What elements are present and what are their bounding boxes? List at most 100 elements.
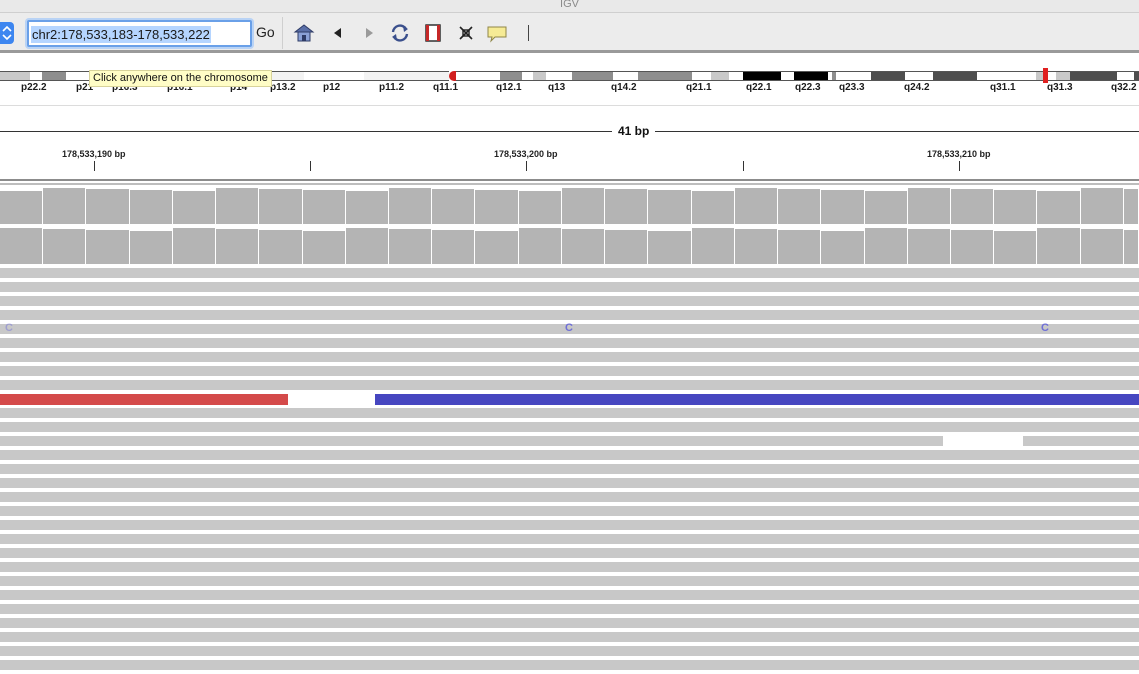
coverage-bar	[43, 229, 86, 264]
span-line	[0, 131, 1139, 132]
coverage-bar	[0, 191, 43, 224]
read-row[interactable]	[0, 380, 1139, 390]
read-row[interactable]	[0, 562, 1139, 572]
read-row[interactable]	[0, 604, 1139, 614]
refresh-icon	[391, 24, 409, 42]
read-row[interactable]	[0, 450, 1139, 460]
cytoband-label: p21	[76, 82, 94, 93]
genome-dropdown[interactable]	[0, 22, 14, 44]
fit-to-window-icon	[459, 26, 473, 40]
cytoband-label: q22.1	[746, 82, 772, 93]
region-of-interest-button[interactable]	[422, 22, 444, 44]
read-row[interactable]	[0, 632, 1139, 642]
cytoband	[1036, 71, 1043, 81]
locus-search-input[interactable]: chr2:178,533,183-178,533,222	[27, 20, 252, 47]
read-row[interactable]	[0, 282, 1139, 292]
read-row[interactable]	[0, 268, 1139, 278]
read-row[interactable]	[0, 576, 1139, 586]
read-row[interactable]	[0, 422, 1139, 432]
ruler-tick	[310, 161, 311, 171]
cytoband	[1056, 71, 1070, 81]
cytoband-label: q11.1	[433, 82, 459, 93]
fit-to-window-button[interactable]	[455, 22, 477, 44]
coverage-bar	[605, 230, 648, 264]
go-button[interactable]: Go	[256, 24, 275, 40]
read-row[interactable]	[0, 408, 1139, 418]
read-row[interactable]	[0, 338, 1139, 348]
toolbar: chr2:178,533,183-178,533,222 Go	[0, 13, 1139, 53]
ruler-tick	[743, 161, 744, 171]
cytoband-label: p13.2	[270, 82, 296, 93]
back-button[interactable]	[327, 22, 349, 44]
cytoband	[572, 71, 613, 81]
coverage-bar	[605, 189, 648, 224]
coverage-bar	[821, 190, 865, 224]
coverage-bar	[432, 230, 475, 264]
coverage-bar	[86, 189, 130, 224]
read-row[interactable]	[0, 520, 1139, 530]
read-row[interactable]	[0, 660, 1139, 670]
read-row[interactable]	[0, 590, 1139, 600]
mismatch-base: C	[1041, 322, 1049, 334]
read-row[interactable]	[0, 310, 1139, 320]
popup-info-button[interactable]	[486, 22, 508, 44]
read-insert-right[interactable]	[375, 394, 1139, 405]
cytoband	[42, 71, 66, 81]
refresh-button[interactable]	[389, 22, 411, 44]
current-position-marker	[1043, 68, 1048, 83]
read-row[interactable]	[0, 548, 1139, 558]
toolbar-cursor-divider	[528, 25, 529, 41]
coverage-bar	[432, 189, 475, 224]
coverage-bar	[778, 189, 821, 224]
coverage-bar	[951, 189, 994, 224]
coverage-bar	[562, 229, 605, 264]
cytoband	[364, 71, 449, 81]
read-row[interactable]	[0, 435, 1139, 447]
read-row[interactable]	[0, 478, 1139, 488]
coverage-bar	[735, 188, 778, 224]
cytoband	[692, 71, 711, 81]
coverage-bar	[130, 231, 173, 264]
cytoband	[500, 71, 522, 81]
coverage-track[interactable]	[0, 228, 1139, 264]
coverage-track[interactable]	[0, 188, 1139, 224]
cytoband	[1117, 71, 1134, 81]
read-insert-left[interactable]	[0, 394, 288, 405]
coverage-bar	[735, 229, 778, 264]
coverage-bar	[692, 228, 735, 264]
coverage-bar	[173, 228, 216, 264]
coverage-bar	[389, 188, 432, 224]
cytoband	[711, 71, 729, 81]
cytoband-label: q31.1	[990, 82, 1016, 93]
cytoband	[522, 71, 533, 81]
cytoband-label: q21.1	[686, 82, 712, 93]
read-row[interactable]	[0, 352, 1139, 362]
read-row[interactable]	[0, 492, 1139, 502]
read-row[interactable]	[0, 506, 1139, 516]
coverage-bar	[994, 231, 1037, 264]
read-row[interactable]	[0, 296, 1139, 306]
ruler-divider	[0, 179, 1139, 181]
coverage-bar	[1081, 188, 1124, 224]
cytoband	[456, 71, 500, 81]
read-row[interactable]	[0, 464, 1139, 474]
cytoband	[66, 71, 90, 81]
cytoband-label: q12.1	[496, 82, 522, 93]
cytoband-label: p12	[323, 82, 341, 93]
cytoband	[933, 71, 977, 81]
coverage-bar	[1037, 191, 1081, 224]
coverage-bar	[778, 230, 821, 264]
read-row[interactable]	[0, 646, 1139, 656]
read-row[interactable]	[0, 618, 1139, 628]
ideogram-divider	[0, 105, 1139, 106]
read-row[interactable]	[0, 394, 1139, 405]
read-row[interactable]	[0, 366, 1139, 376]
read-gap	[943, 435, 1023, 447]
forward-arrow-icon	[366, 28, 373, 38]
coverage-bar	[216, 229, 259, 264]
forward-button[interactable]	[358, 22, 380, 44]
read-row[interactable]	[0, 534, 1139, 544]
home-button[interactable]	[293, 22, 315, 44]
